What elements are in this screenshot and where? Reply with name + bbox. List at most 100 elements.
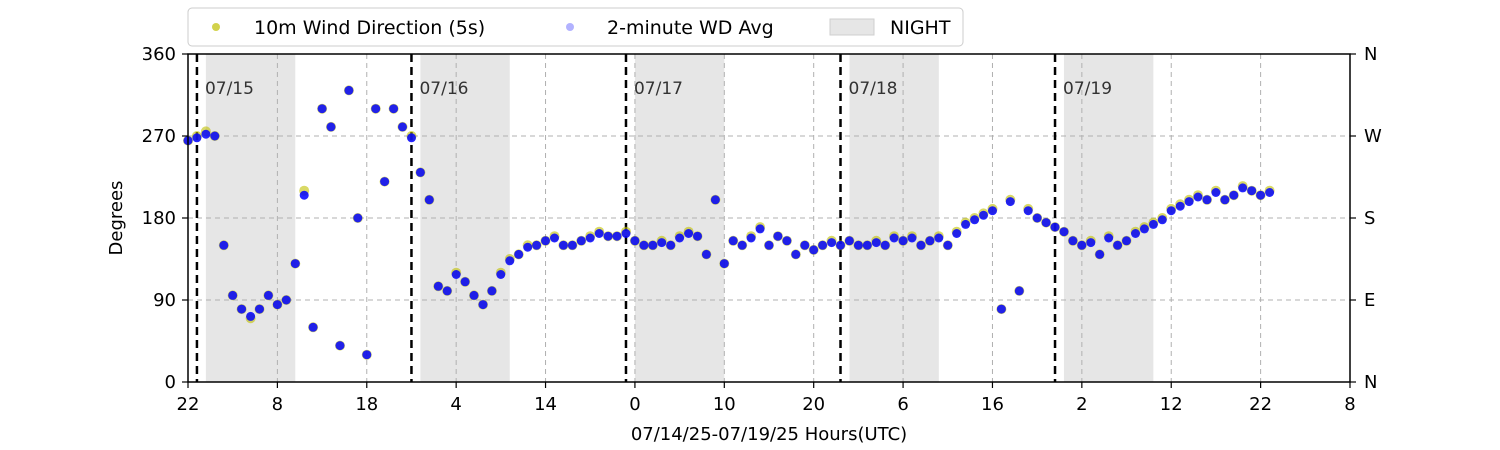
point-2-minute-wd-avg [1184, 197, 1194, 207]
day-label-07-19: 07/19 [1063, 79, 1112, 99]
point-2-minute-wd-avg [916, 240, 926, 250]
point-2-minute-wd-avg [755, 224, 765, 234]
point-2-minute-wd-avg [192, 133, 202, 143]
point-2-minute-wd-avg [281, 295, 291, 305]
point-2-minute-wd-avg [907, 233, 917, 243]
point-2-minute-wd-avg [657, 238, 667, 248]
grid-layer [188, 54, 1350, 382]
point-2-minute-wd-avg [844, 236, 854, 246]
point-2-minute-wd-avg [237, 304, 247, 314]
day-label-07-16: 07/16 [419, 79, 468, 99]
point-2-minute-wd-avg [344, 85, 354, 95]
point-2-minute-wd-avg [487, 286, 497, 296]
point-2-minute-wd-avg [567, 240, 577, 250]
y2-tick-label: W [1364, 126, 1382, 147]
y-tick-label: 90 [153, 290, 176, 311]
point-2-minute-wd-avg [460, 277, 470, 287]
point-2-minute-wd-avg [639, 240, 649, 250]
legend-label-night: NIGHT [890, 17, 951, 39]
x-tick-label: 18 [355, 394, 378, 415]
point-2-minute-wd-avg [1014, 286, 1024, 296]
point-2-minute-wd-avg [1131, 229, 1140, 238]
point-2-minute-wd-avg [433, 281, 443, 291]
y-tick-label: 270 [142, 126, 176, 147]
point-2-minute-wd-avg [1122, 236, 1131, 246]
point-2-minute-wd-avg [532, 240, 542, 250]
point-2-minute-wd-avg [550, 233, 559, 243]
point-2-minute-wd-avg [594, 229, 604, 238]
legend-label-wd-avg: 2-minute WD Avg [607, 17, 774, 39]
point-2-minute-wd-avg [308, 322, 318, 332]
point-2-minute-wd-avg [871, 238, 881, 248]
point-2-minute-wd-avg [424, 195, 434, 205]
point-2-minute-wd-avg [263, 290, 273, 300]
day-marker-layer: 07/15 07/16 07/17 07/18 07/19 [195, 54, 1112, 382]
point-2-minute-wd-avg [371, 104, 381, 114]
y2-tick-label: S [1364, 208, 1375, 229]
point-2-minute-wd-avg [219, 240, 229, 250]
point-2-minute-wd-avg [621, 229, 631, 238]
legend-marker-wind-direction [212, 23, 220, 31]
point-2-minute-wd-avg [827, 238, 837, 248]
point-2-minute-wd-avg [1032, 213, 1042, 223]
point-2-minute-wd-avg [362, 350, 372, 360]
point-2-minute-wd-avg [1193, 192, 1203, 202]
x-tick-label: 12 [1160, 394, 1183, 415]
point-2-minute-wd-avg [996, 304, 1006, 314]
point-2-minute-wd-avg [1265, 188, 1275, 197]
point-2-minute-wd-avg [1068, 236, 1078, 246]
point-2-minute-wd-avg [952, 229, 962, 238]
point-2-minute-wd-avg [889, 233, 899, 243]
point-2-minute-wd-avg [970, 215, 980, 225]
day-label-07-15: 07/15 [205, 79, 254, 99]
point-2-minute-wd-avg [1104, 233, 1114, 243]
point-2-minute-wd-avg [398, 122, 407, 132]
point-2-minute-wd-avg [943, 240, 953, 250]
point-2-minute-wd-avg [1113, 240, 1123, 250]
legend-marker-wd-avg [566, 23, 574, 31]
point-2-minute-wd-avg [585, 233, 595, 243]
point-2-minute-wd-avg [648, 240, 658, 250]
point-2-minute-wd-avg [1202, 195, 1212, 205]
point-2-minute-wd-avg [701, 249, 711, 259]
point-2-minute-wd-avg [773, 231, 783, 241]
x-tick-label: 4 [450, 394, 461, 415]
y2-tick-label: N [1364, 44, 1377, 65]
point-2-minute-wd-avg [496, 270, 506, 279]
point-2-minute-wd-avg [523, 242, 533, 252]
point-2-minute-wd-avg [934, 233, 944, 243]
x-tick-label: 22 [177, 394, 200, 415]
y-tick-label: 0 [165, 372, 176, 393]
point-2-minute-wd-avg [979, 210, 988, 220]
point-2-minute-wd-avg [666, 240, 676, 250]
point-2-minute-wd-avg [576, 236, 586, 246]
point-2-minute-wd-avg [1148, 219, 1158, 229]
point-2-minute-wd-avg [853, 240, 863, 250]
point-2-minute-wd-avg [210, 131, 220, 141]
legend-patch-night [829, 18, 875, 36]
x-tick-label: 22 [1249, 394, 1272, 415]
data-points-layer [183, 85, 1275, 360]
point-2-minute-wd-avg [836, 240, 845, 250]
point-2-minute-wd-avg [1229, 190, 1239, 200]
x-tick-label: 14 [534, 394, 557, 415]
point-2-minute-wd-avg [710, 195, 720, 205]
point-2-minute-wd-avg [675, 233, 685, 243]
point-2-minute-wd-avg [514, 249, 524, 259]
x-tick-label: 20 [802, 394, 825, 415]
point-2-minute-wd-avg [290, 259, 300, 269]
point-2-minute-wd-avg [228, 290, 238, 300]
y-tick-label: 360 [142, 44, 176, 65]
day-label-07-18: 07/18 [849, 79, 898, 99]
point-2-minute-wd-avg [818, 240, 828, 250]
point-2-minute-wd-avg [1175, 201, 1185, 211]
day-label-07-17: 07/17 [634, 79, 683, 99]
point-2-minute-wd-avg [407, 133, 416, 143]
point-2-minute-wd-avg [541, 236, 550, 246]
point-2-minute-wd-avg [1166, 206, 1176, 216]
point-2-minute-wd-avg [603, 231, 613, 241]
y-tick-label: 180 [142, 208, 176, 229]
point-2-minute-wd-avg [862, 240, 872, 250]
y2-tick-label: N [1364, 372, 1377, 393]
